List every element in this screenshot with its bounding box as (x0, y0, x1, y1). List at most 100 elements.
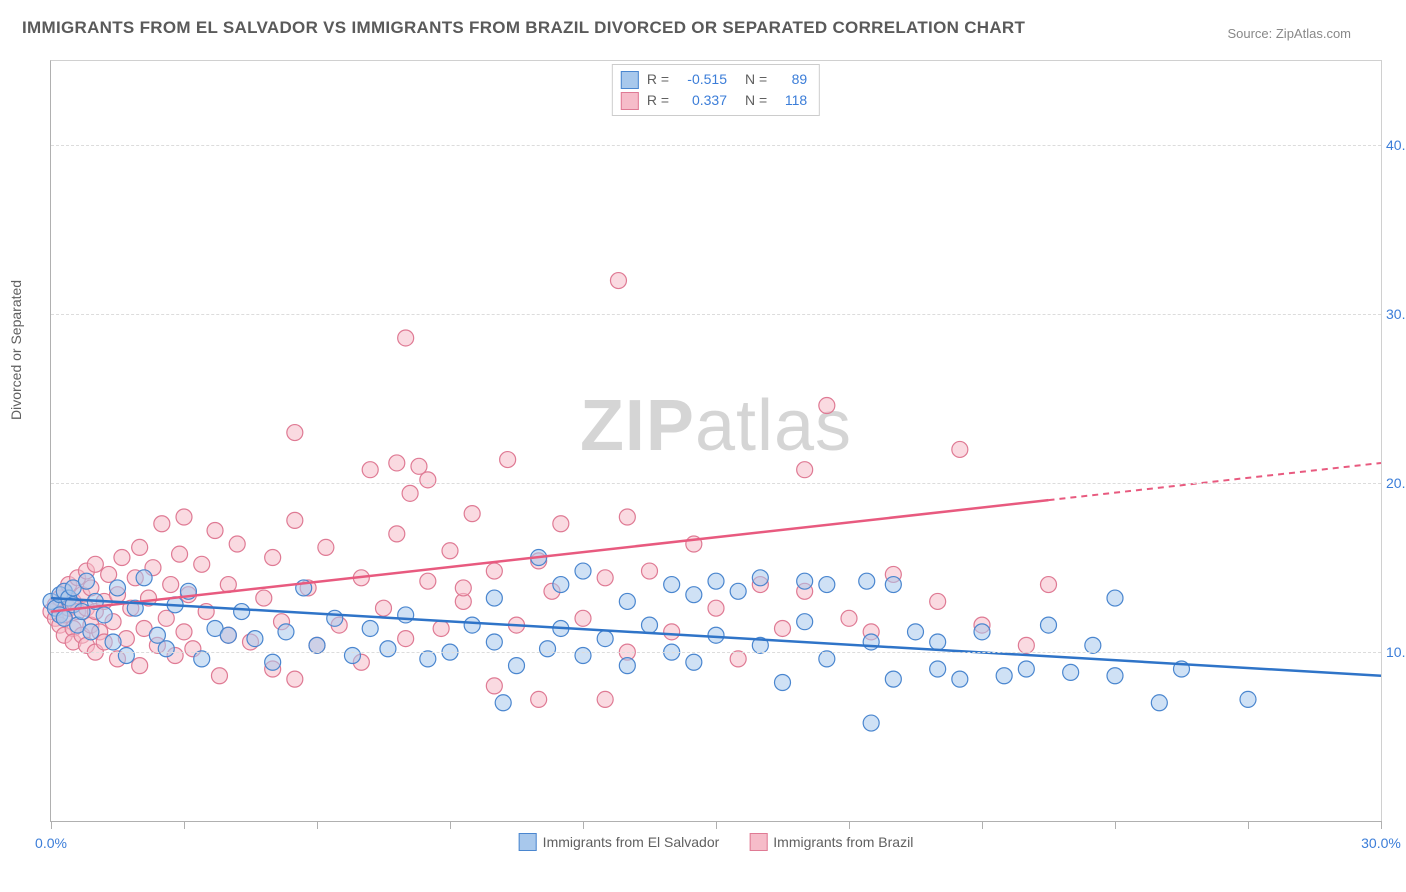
legend-label: Immigrants from El Salvador (543, 834, 720, 850)
x-tick (51, 821, 52, 829)
scatter-point (420, 472, 436, 488)
gridline (51, 483, 1381, 484)
r-value: -0.515 (677, 69, 727, 90)
n-label: N = (745, 69, 767, 90)
scatter-point (575, 563, 591, 579)
scatter-point (389, 455, 405, 471)
scatter-point (509, 658, 525, 674)
scatter-point (176, 509, 192, 525)
n-value: 89 (775, 69, 807, 90)
legend-label: Immigrants from Brazil (773, 834, 913, 850)
n-value: 118 (775, 90, 807, 111)
scatter-point (389, 526, 405, 542)
scatter-point (597, 570, 613, 586)
scatter-point (247, 631, 263, 647)
plot-area: ZIPatlas R = -0.515 N = 89 R = 0.337 N =… (50, 60, 1382, 822)
scatter-point (575, 610, 591, 626)
scatter-point (500, 452, 516, 468)
scatter-point (1063, 664, 1079, 680)
x-tick (317, 821, 318, 829)
scatter-point (908, 624, 924, 640)
scatter-point (664, 577, 680, 593)
scatter-point (553, 577, 569, 593)
scatter-point (234, 604, 250, 620)
scatter-point (642, 563, 658, 579)
scatter-point (597, 691, 613, 707)
scatter-point (752, 570, 768, 586)
y-tick-label: 20.0% (1386, 475, 1406, 491)
scatter-point (402, 485, 418, 501)
swatch-brazil (749, 833, 767, 851)
scatter-point (256, 590, 272, 606)
scatter-point (132, 539, 148, 555)
scatter-point (819, 651, 835, 667)
scatter-point (775, 675, 791, 691)
x-tick (1381, 821, 1382, 829)
scatter-point (642, 617, 658, 633)
x-tick (1248, 821, 1249, 829)
scatter-point (380, 641, 396, 657)
scatter-point (686, 587, 702, 603)
scatter-point (83, 624, 99, 640)
scatter-point (265, 654, 281, 670)
scatter-point (96, 607, 112, 623)
scatter-point (708, 627, 724, 643)
scatter-point (930, 593, 946, 609)
scatter-point (74, 604, 90, 620)
scatter-point (420, 651, 436, 667)
scatter-point (376, 600, 392, 616)
scatter-point (87, 556, 103, 572)
x-tick (450, 821, 451, 829)
scatter-point (172, 546, 188, 562)
legend-item-el-salvador: Immigrants from El Salvador (519, 833, 720, 851)
scatter-point (610, 273, 626, 289)
scatter-point (78, 573, 94, 589)
scatter-point (398, 330, 414, 346)
scatter-point (1107, 668, 1123, 684)
scatter-point (797, 573, 813, 589)
scatter-svg (51, 61, 1381, 821)
scatter-point (105, 634, 121, 650)
scatter-point (495, 695, 511, 711)
scatter-point (287, 671, 303, 687)
scatter-point (775, 620, 791, 636)
swatch-brazil (621, 92, 639, 110)
scatter-point (309, 637, 325, 653)
gridline (51, 314, 1381, 315)
scatter-point (287, 512, 303, 528)
scatter-point (575, 647, 591, 663)
scatter-point (132, 658, 148, 674)
scatter-point (220, 627, 236, 643)
x-tick-label: 30.0% (1361, 835, 1401, 851)
chart-title: IMMIGRANTS FROM EL SALVADOR VS IMMIGRANT… (22, 18, 1025, 38)
scatter-point (930, 661, 946, 677)
scatter-point (863, 715, 879, 731)
scatter-point (486, 678, 502, 694)
scatter-point (619, 509, 635, 525)
scatter-point (885, 671, 901, 687)
scatter-point (211, 668, 227, 684)
scatter-point (885, 577, 901, 593)
scatter-point (708, 573, 724, 589)
x-tick (583, 821, 584, 829)
legend-row-brazil: R = 0.337 N = 118 (621, 90, 807, 111)
scatter-point (118, 647, 134, 663)
scatter-point (464, 617, 480, 633)
x-tick (716, 821, 717, 829)
scatter-point (597, 631, 613, 647)
x-tick (184, 821, 185, 829)
scatter-point (464, 506, 480, 522)
scatter-point (797, 462, 813, 478)
scatter-point (1151, 695, 1167, 711)
scatter-point (318, 539, 334, 555)
scatter-point (154, 516, 170, 532)
swatch-el-salvador (621, 71, 639, 89)
scatter-point (194, 651, 210, 667)
scatter-point (952, 441, 968, 457)
scatter-point (841, 610, 857, 626)
scatter-point (863, 634, 879, 650)
series-legend: Immigrants from El Salvador Immigrants f… (519, 833, 914, 851)
scatter-point (1240, 691, 1256, 707)
scatter-point (136, 570, 152, 586)
scatter-point (730, 651, 746, 667)
